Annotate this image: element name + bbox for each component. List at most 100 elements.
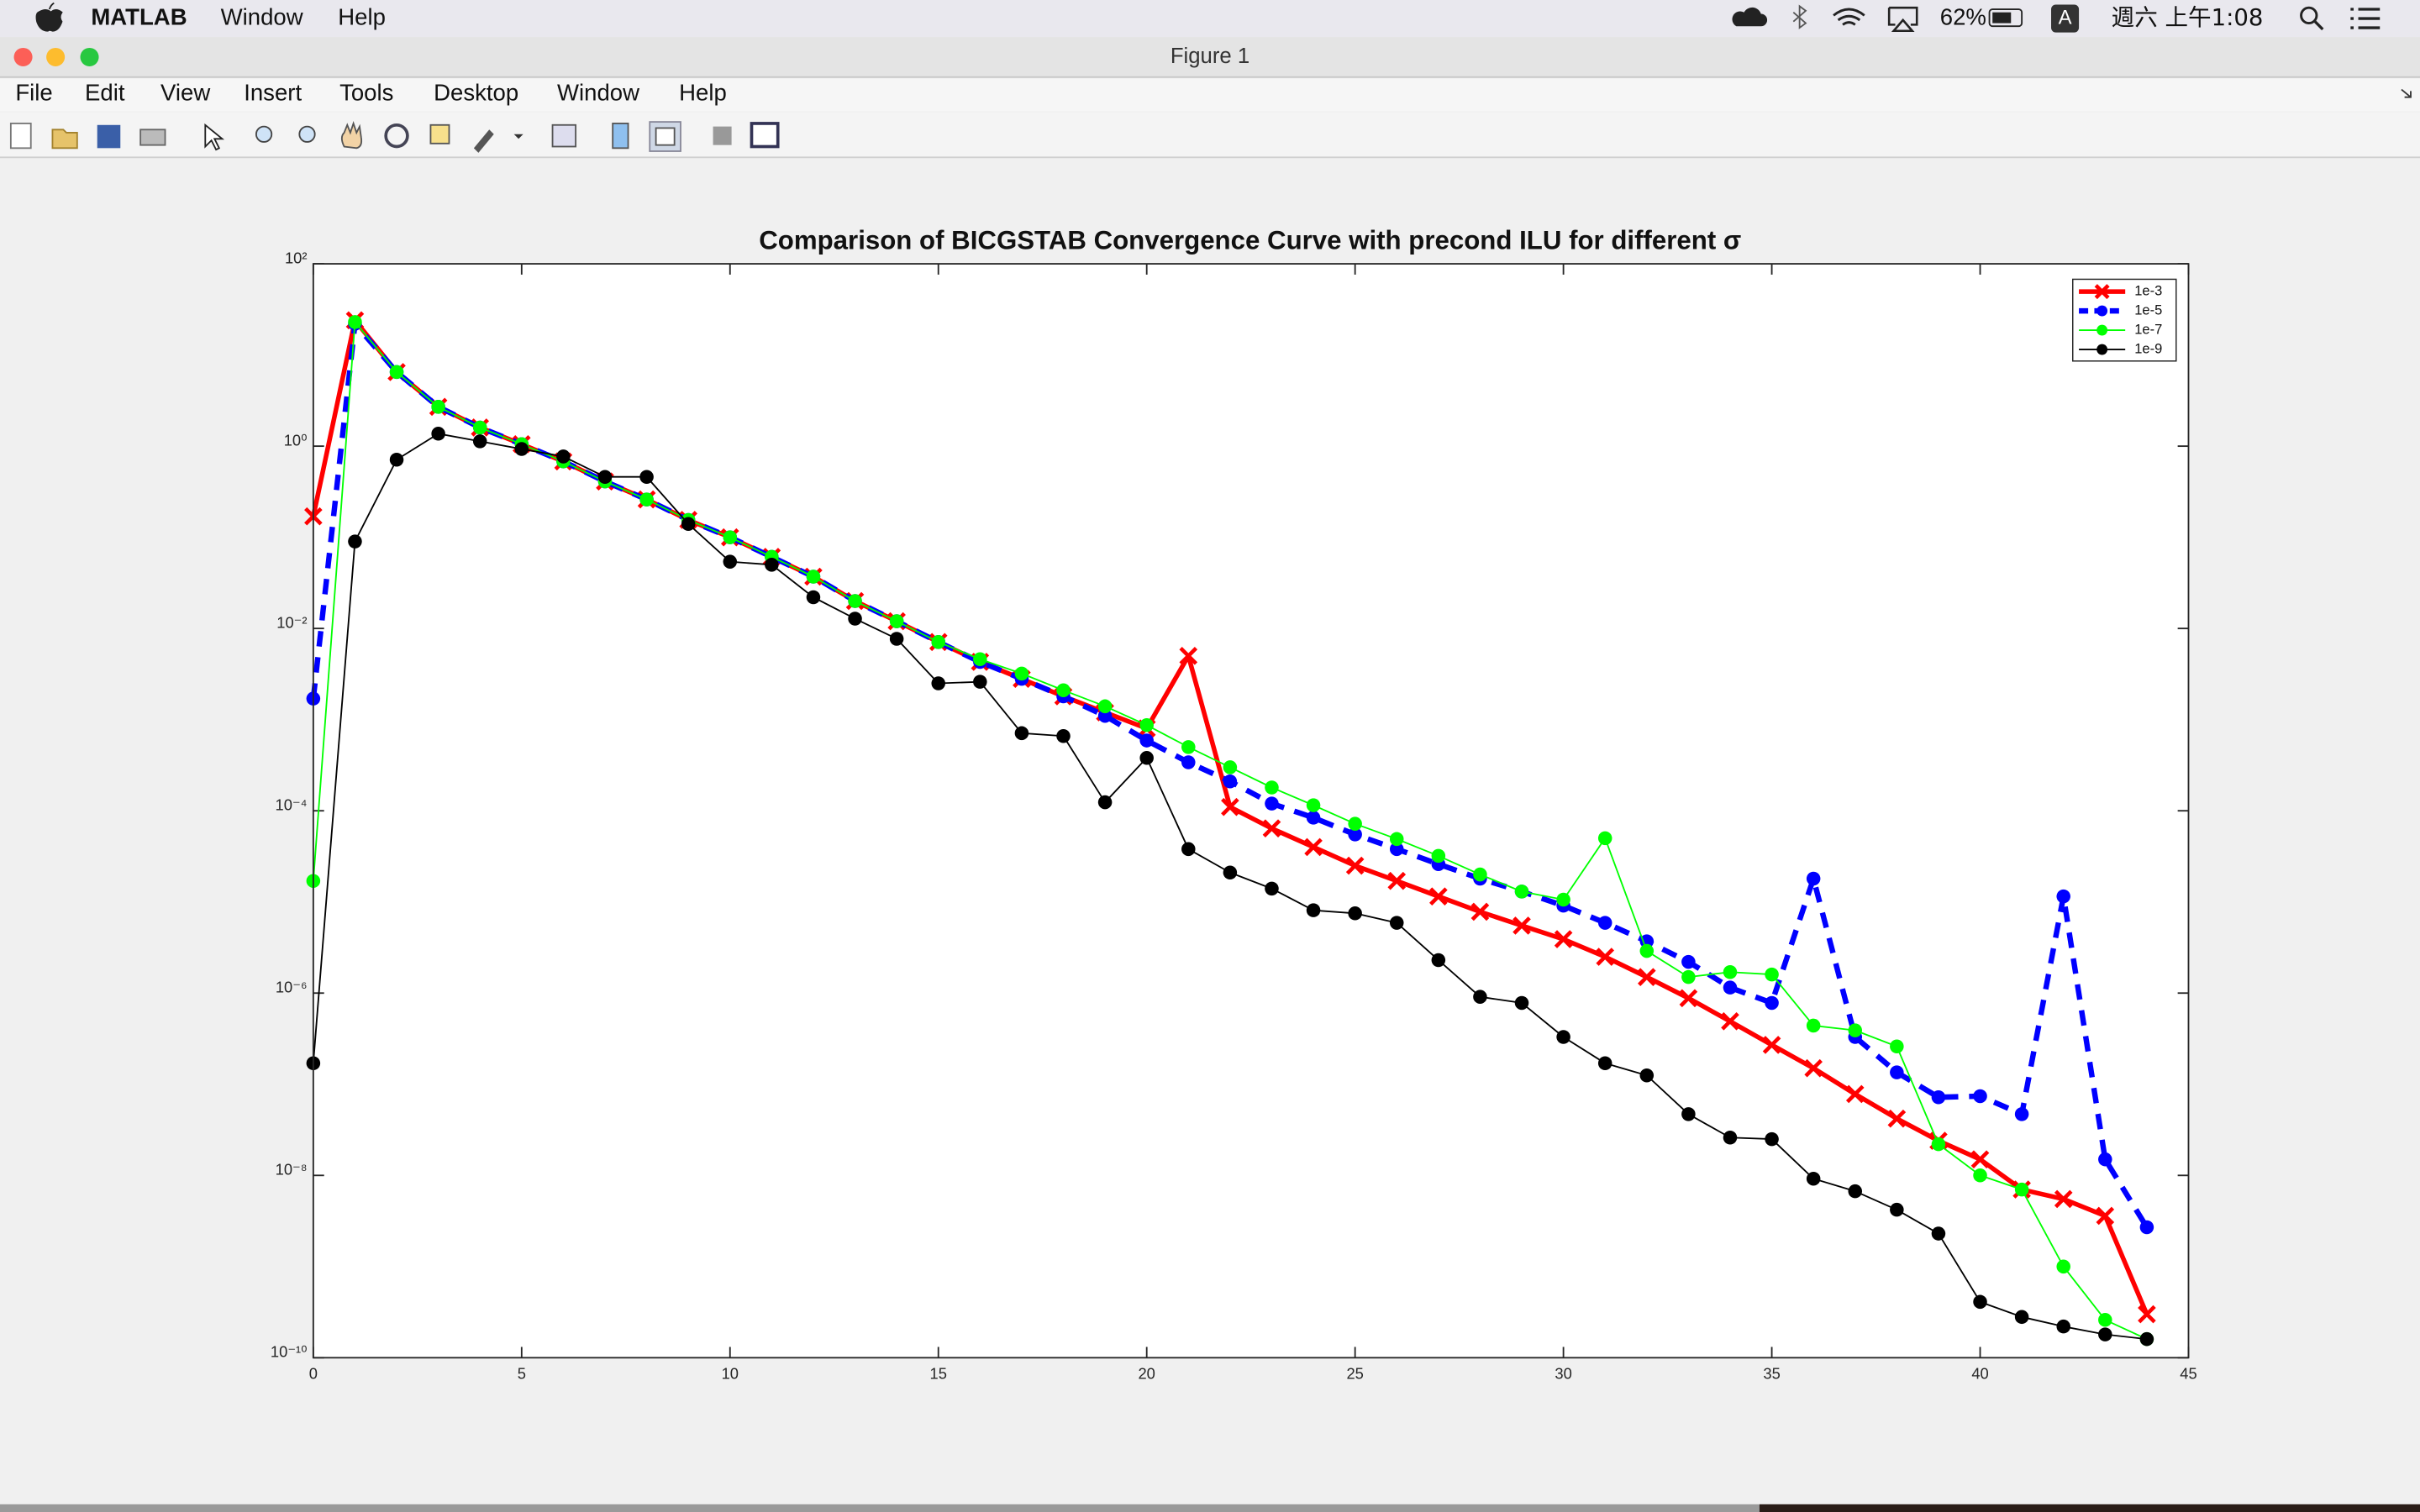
notification-icon[interactable] bbox=[2350, 8, 2381, 29]
figure-menu-item[interactable]: Desktop bbox=[434, 79, 518, 105]
marker bbox=[2056, 1319, 2070, 1334]
marker bbox=[765, 558, 779, 572]
search-icon[interactable] bbox=[2300, 6, 2318, 25]
hide-tools-button[interactable] bbox=[713, 126, 732, 145]
x-tick-label: 0 bbox=[309, 1364, 318, 1382]
cloud-icon[interactable] bbox=[1732, 7, 1768, 27]
marker bbox=[2098, 1327, 2112, 1341]
marker bbox=[1304, 837, 1323, 857]
wifi-icon[interactable] bbox=[1833, 8, 1865, 26]
marker bbox=[1097, 699, 1113, 714]
battery-icon[interactable] bbox=[1988, 8, 2023, 28]
marker bbox=[472, 434, 487, 449]
close-button[interactable] bbox=[13, 47, 33, 66]
marker bbox=[1890, 1039, 1904, 1053]
marker bbox=[1762, 1036, 1781, 1054]
marker bbox=[2056, 889, 2070, 904]
pan-button[interactable] bbox=[340, 121, 363, 150]
marker bbox=[681, 517, 696, 532]
marker bbox=[1265, 881, 1279, 896]
marker bbox=[1139, 717, 1154, 732]
marker bbox=[2094, 284, 2110, 300]
x-tick-label: 25 bbox=[1346, 1364, 1363, 1382]
marker bbox=[389, 452, 404, 467]
marker bbox=[1348, 827, 1362, 842]
marker bbox=[1597, 916, 1612, 930]
menu-item[interactable]: Help bbox=[338, 3, 386, 29]
plot-area bbox=[313, 264, 2189, 1358]
marker bbox=[1097, 708, 1113, 723]
marker bbox=[2014, 1107, 2029, 1121]
figure-menu-item[interactable]: Help bbox=[679, 79, 727, 105]
show-tools-button[interactable] bbox=[750, 122, 780, 149]
marker bbox=[2096, 324, 2108, 336]
bluetooth-icon[interactable] bbox=[1792, 4, 1807, 29]
marker bbox=[1223, 774, 1238, 789]
marker bbox=[1348, 816, 1362, 831]
brush-button[interactable] bbox=[473, 129, 494, 153]
airplay-icon[interactable] bbox=[1887, 6, 1918, 33]
y-tick-label: 10⁰ bbox=[284, 431, 308, 449]
marker bbox=[723, 554, 738, 569]
apple-icon[interactable] bbox=[35, 2, 63, 32]
zoom-out-button[interactable] bbox=[298, 125, 316, 143]
marker bbox=[1306, 811, 1321, 825]
marker bbox=[1181, 842, 1196, 857]
marker bbox=[348, 534, 362, 549]
colorbar-button[interactable] bbox=[612, 123, 629, 150]
input-icon[interactable] bbox=[2051, 4, 2080, 33]
figure-menu-item[interactable]: Edit bbox=[85, 79, 125, 105]
y-tick-label: 10⁻⁴ bbox=[275, 796, 307, 814]
zoom-button[interactable] bbox=[80, 47, 99, 66]
data-cursor-button[interactable] bbox=[429, 123, 450, 144]
minimize-button[interactable] bbox=[46, 47, 66, 66]
app-menu[interactable]: MATLAB bbox=[91, 3, 187, 29]
marker bbox=[1765, 995, 1779, 1011]
marker bbox=[1512, 916, 1531, 935]
marker bbox=[1514, 885, 1529, 899]
marker bbox=[1139, 733, 1154, 748]
link-button[interactable] bbox=[551, 123, 577, 148]
marker bbox=[1848, 1023, 1863, 1037]
marker bbox=[1056, 683, 1071, 697]
clock[interactable]: 週六 上午1:08 bbox=[2112, 4, 2264, 31]
rotate-button[interactable] bbox=[384, 123, 409, 149]
battery-percent[interactable]: 62% bbox=[1940, 3, 1986, 29]
marker bbox=[1265, 796, 1279, 811]
marker bbox=[848, 594, 862, 608]
marker bbox=[348, 315, 362, 329]
figure-menu-item[interactable]: Insert bbox=[244, 79, 302, 105]
chart: 10⁻¹⁰ 10⁻⁸ 10⁻⁶ 10⁻⁴ 10⁻² 10⁰ 10² 0 5 10 15 20 25 30 3… bbox=[271, 249, 2197, 1382]
zoom-in-button[interactable] bbox=[255, 125, 273, 143]
print-button[interactable] bbox=[139, 129, 166, 146]
figure-menu-item[interactable]: Tools bbox=[339, 79, 393, 105]
marker bbox=[1514, 995, 1529, 1011]
marker bbox=[1890, 1202, 1904, 1217]
x-tick-label: 35 bbox=[1763, 1364, 1780, 1382]
marker bbox=[1887, 1109, 1907, 1128]
x-tick-label: 5 bbox=[518, 1364, 526, 1382]
menu-item[interactable]: Window bbox=[221, 3, 303, 29]
dock-arrow[interactable] bbox=[2401, 88, 2412, 98]
marker bbox=[1931, 1137, 1946, 1152]
marker bbox=[1429, 887, 1448, 906]
marker bbox=[931, 635, 945, 649]
new-figure-button[interactable] bbox=[9, 123, 32, 150]
figure-menu-item[interactable]: View bbox=[160, 79, 210, 105]
marker bbox=[1473, 990, 1487, 1004]
edit-plot-button[interactable] bbox=[204, 123, 225, 151]
marker bbox=[1389, 832, 1404, 847]
y-tick-label: 10⁻² bbox=[276, 613, 307, 631]
toolbar bbox=[0, 113, 2420, 158]
save-button[interactable] bbox=[97, 124, 121, 149]
figure-menu-item[interactable]: File bbox=[15, 79, 52, 105]
figure-menu-item[interactable]: Window bbox=[557, 79, 639, 105]
input-source[interactable]: A bbox=[2059, 6, 2072, 29]
marker bbox=[389, 365, 404, 380]
open-button[interactable] bbox=[51, 129, 78, 150]
marker bbox=[1306, 798, 1321, 812]
marker bbox=[1597, 831, 1612, 846]
marker bbox=[1806, 871, 1821, 886]
brush-dropdown[interactable] bbox=[513, 134, 523, 139]
